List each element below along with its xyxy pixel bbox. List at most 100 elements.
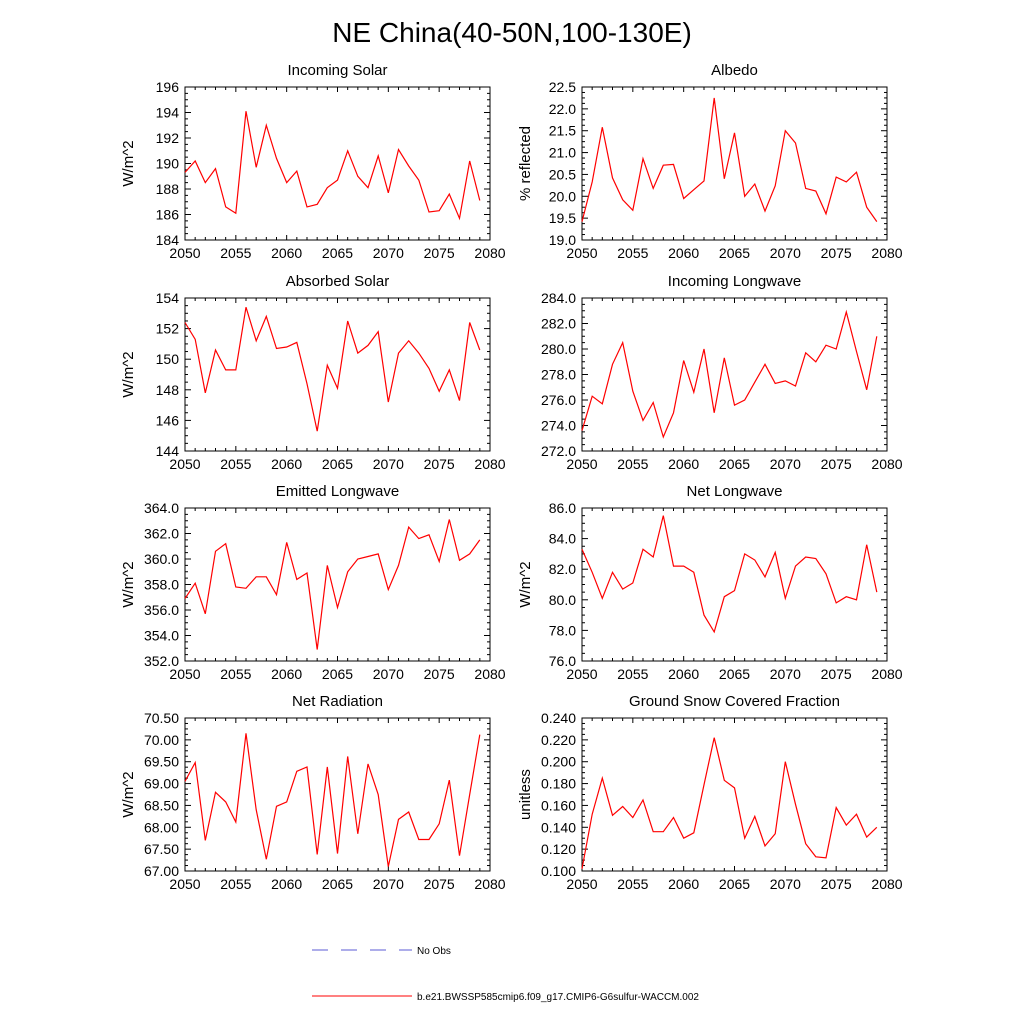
- x-tick-label: 2070: [373, 666, 404, 682]
- y-tick-label: 67.50: [144, 841, 179, 857]
- y-tick-label: 152: [156, 321, 180, 337]
- x-tick-label: 2065: [719, 876, 750, 892]
- x-tick-label: 2075: [821, 245, 852, 261]
- y-tick-label: 0.180: [541, 776, 576, 792]
- x-tick-label: 2080: [871, 876, 902, 892]
- y-tick-label: 154: [156, 290, 180, 306]
- x-tick-label: 2055: [617, 666, 648, 682]
- y-tick-label: 274.0: [541, 418, 576, 434]
- y-tick-label: 84.0: [549, 531, 576, 547]
- y-tick-label: 190: [156, 156, 180, 172]
- series-line: [581, 515, 878, 634]
- x-tick-label: 2070: [770, 245, 801, 261]
- y-tick-label: 194: [156, 105, 180, 121]
- x-tick-label: 2070: [770, 666, 801, 682]
- legend-model-label: b.e21.BWSSP585cmip6.f09_g17.CMIP6-G6sulf…: [417, 992, 699, 1003]
- chart-panel: 2050 2055 2060 2065 2070 2075 2080 19.0 19.5 20.0…: [517, 62, 903, 261]
- y-tick-label: 0.160: [541, 797, 576, 813]
- y-tick-label: 67.00: [144, 863, 179, 879]
- y-tick-label: 362.0: [144, 526, 179, 542]
- y-tick-label: 80.0: [549, 592, 576, 608]
- x-tick-label: 2070: [770, 876, 801, 892]
- x-tick-label: 2060: [271, 666, 302, 682]
- x-tick-label: 2060: [271, 245, 302, 261]
- y-tick-label: 276.0: [541, 392, 576, 408]
- y-tick-label: 69.50: [144, 754, 179, 770]
- x-tick-label: 2050: [169, 876, 200, 892]
- series-line: [581, 97, 878, 222]
- panels: 2050 2055 2060 2065 2070 2075 2080 184 186 188 190…: [120, 62, 903, 892]
- x-tick-label: 2070: [373, 245, 404, 261]
- x-tick-label: 2055: [220, 456, 251, 472]
- chart-panel: 2050 2055 2060 2065 2070 2075 2080 272.0 274.0 27…: [541, 273, 903, 472]
- series-line: [184, 111, 481, 221]
- x-tick-label: 2050: [566, 666, 597, 682]
- x-tick-label: 2075: [424, 245, 455, 261]
- y-tick-label: 186: [156, 207, 180, 223]
- y-tick-label: 352.0: [144, 653, 179, 669]
- y-axis-label: unitless: [517, 769, 534, 820]
- x-tick-label: 2060: [668, 876, 699, 892]
- y-tick-label: 192: [156, 130, 180, 146]
- legend-no-obs-label: No Obs: [417, 946, 451, 957]
- y-tick-label: 69.00: [144, 776, 179, 792]
- y-tick-label: 360.0: [144, 551, 179, 567]
- x-tick-label: 2050: [566, 456, 597, 472]
- x-tick-label: 2055: [220, 666, 251, 682]
- plot-frame: [581, 717, 888, 872]
- panel-title: Absorbed Solar: [286, 273, 389, 290]
- panel-title: Ground Snow Covered Fraction: [629, 693, 840, 710]
- y-tick-label: 364.0: [144, 500, 179, 516]
- series-line: [581, 309, 878, 439]
- x-tick-label: 2060: [271, 876, 302, 892]
- y-tick-label: 280.0: [541, 341, 576, 357]
- y-axis-label: W/m^2: [120, 561, 137, 607]
- y-tick-label: 86.0: [549, 500, 576, 516]
- y-tick-label: 20.0: [549, 188, 576, 204]
- x-tick-label: 2065: [322, 666, 353, 682]
- y-tick-label: 196: [156, 79, 180, 95]
- x-tick-label: 2075: [424, 666, 455, 682]
- x-tick-label: 2075: [821, 876, 852, 892]
- series-line: [184, 307, 481, 432]
- x-tick-label: 2065: [719, 245, 750, 261]
- panel-title: Net Longwave: [687, 483, 783, 500]
- y-tick-label: 358.0: [144, 577, 179, 593]
- y-tick-label: 22.5: [549, 79, 576, 95]
- x-tick-label: 2060: [668, 245, 699, 261]
- legend: No Obs b.e21.BWSSP585cmip6.f09_g17.CMIP6…: [312, 946, 699, 1003]
- x-tick-label: 2075: [821, 456, 852, 472]
- y-axis-label: W/m^2: [517, 561, 534, 607]
- x-tick-label: 2050: [566, 876, 597, 892]
- x-tick-label: 2080: [871, 666, 902, 682]
- y-tick-label: 0.120: [541, 841, 576, 857]
- x-tick-label: 2065: [322, 876, 353, 892]
- x-tick-label: 2075: [424, 876, 455, 892]
- x-tick-label: 2050: [566, 245, 597, 261]
- plot-frame: [184, 86, 491, 241]
- x-tick-label: 2080: [474, 456, 505, 472]
- chart-panel: 2050 2055 2060 2065 2070 2075 2080 352.0 354.0 35…: [120, 483, 506, 682]
- x-tick-label: 2070: [373, 876, 404, 892]
- y-tick-label: 0.100: [541, 863, 576, 879]
- y-tick-label: 78.0: [549, 622, 576, 638]
- chart-panel: 2050 2055 2060 2065 2070 2075 2080 67.00 67.50 68…: [120, 693, 506, 892]
- plot-frame: [581, 507, 888, 662]
- x-tick-label: 2080: [871, 245, 902, 261]
- y-tick-label: 0.140: [541, 819, 576, 835]
- y-axis-label: W/m^2: [120, 140, 137, 186]
- x-tick-label: 2050: [169, 666, 200, 682]
- y-tick-label: 278.0: [541, 367, 576, 383]
- series-line: [184, 733, 481, 867]
- y-tick-label: 188: [156, 181, 180, 197]
- figure-title: NE China(40-50N,100-130E): [332, 17, 692, 48]
- series-line: [184, 519, 481, 650]
- y-tick-label: 148: [156, 382, 180, 398]
- y-tick-label: 0.200: [541, 754, 576, 770]
- x-tick-label: 2050: [169, 245, 200, 261]
- y-tick-label: 284.0: [541, 290, 576, 306]
- x-tick-label: 2075: [424, 456, 455, 472]
- x-tick-label: 2060: [668, 456, 699, 472]
- y-axis-label: % reflected: [517, 126, 534, 201]
- x-tick-label: 2055: [617, 245, 648, 261]
